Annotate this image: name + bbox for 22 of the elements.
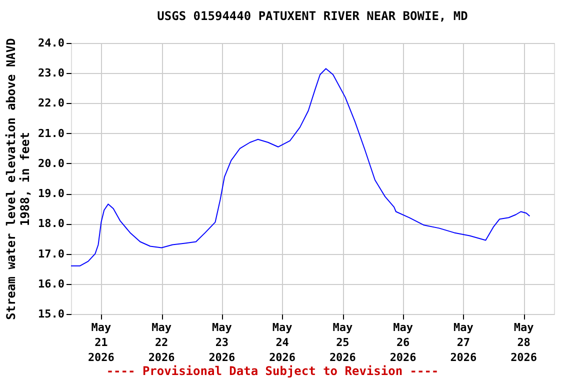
x-tick-label: May 23 2026 — [208, 321, 236, 364]
y-tick-label: 18.0 — [38, 217, 64, 230]
x-tick-label: May 26 2026 — [390, 321, 417, 364]
line-series — [70, 68, 530, 266]
y-tick-label: 23.0 — [38, 66, 64, 80]
y-tick-label: 21.0 — [38, 126, 64, 140]
y-tick-label: 15.0 — [38, 308, 64, 320]
x-tick-label: May 21 2026 — [88, 321, 115, 364]
x-tick-label: May 27 2026 — [450, 321, 478, 364]
y-axis-title: Stream water level elevation above NAVD 1988, in feet — [4, 38, 32, 320]
x-tick-label: May 24 2026 — [269, 321, 296, 364]
x-tick-label: May 22 2026 — [148, 321, 176, 364]
y-tick-label: 22.0 — [38, 96, 64, 110]
x-tick-label: May 25 2026 — [329, 321, 356, 364]
y-tick-label: 16.0 — [38, 277, 64, 290]
y-tick-label: 17.0 — [38, 247, 64, 260]
y-tick-label: 20.0 — [38, 156, 64, 170]
y-tick-label: 19.0 — [38, 187, 64, 200]
text: ---- Provisional Data Subject to Revision ---- — [106, 364, 439, 378]
x-tick-label: May 28 2026 — [510, 321, 538, 364]
y-tick-label: 24.0 — [38, 36, 64, 50]
chart-title: USGS 01594440 PATUXENT RIVER NEAR BOWIE, MD — [157, 9, 468, 23]
